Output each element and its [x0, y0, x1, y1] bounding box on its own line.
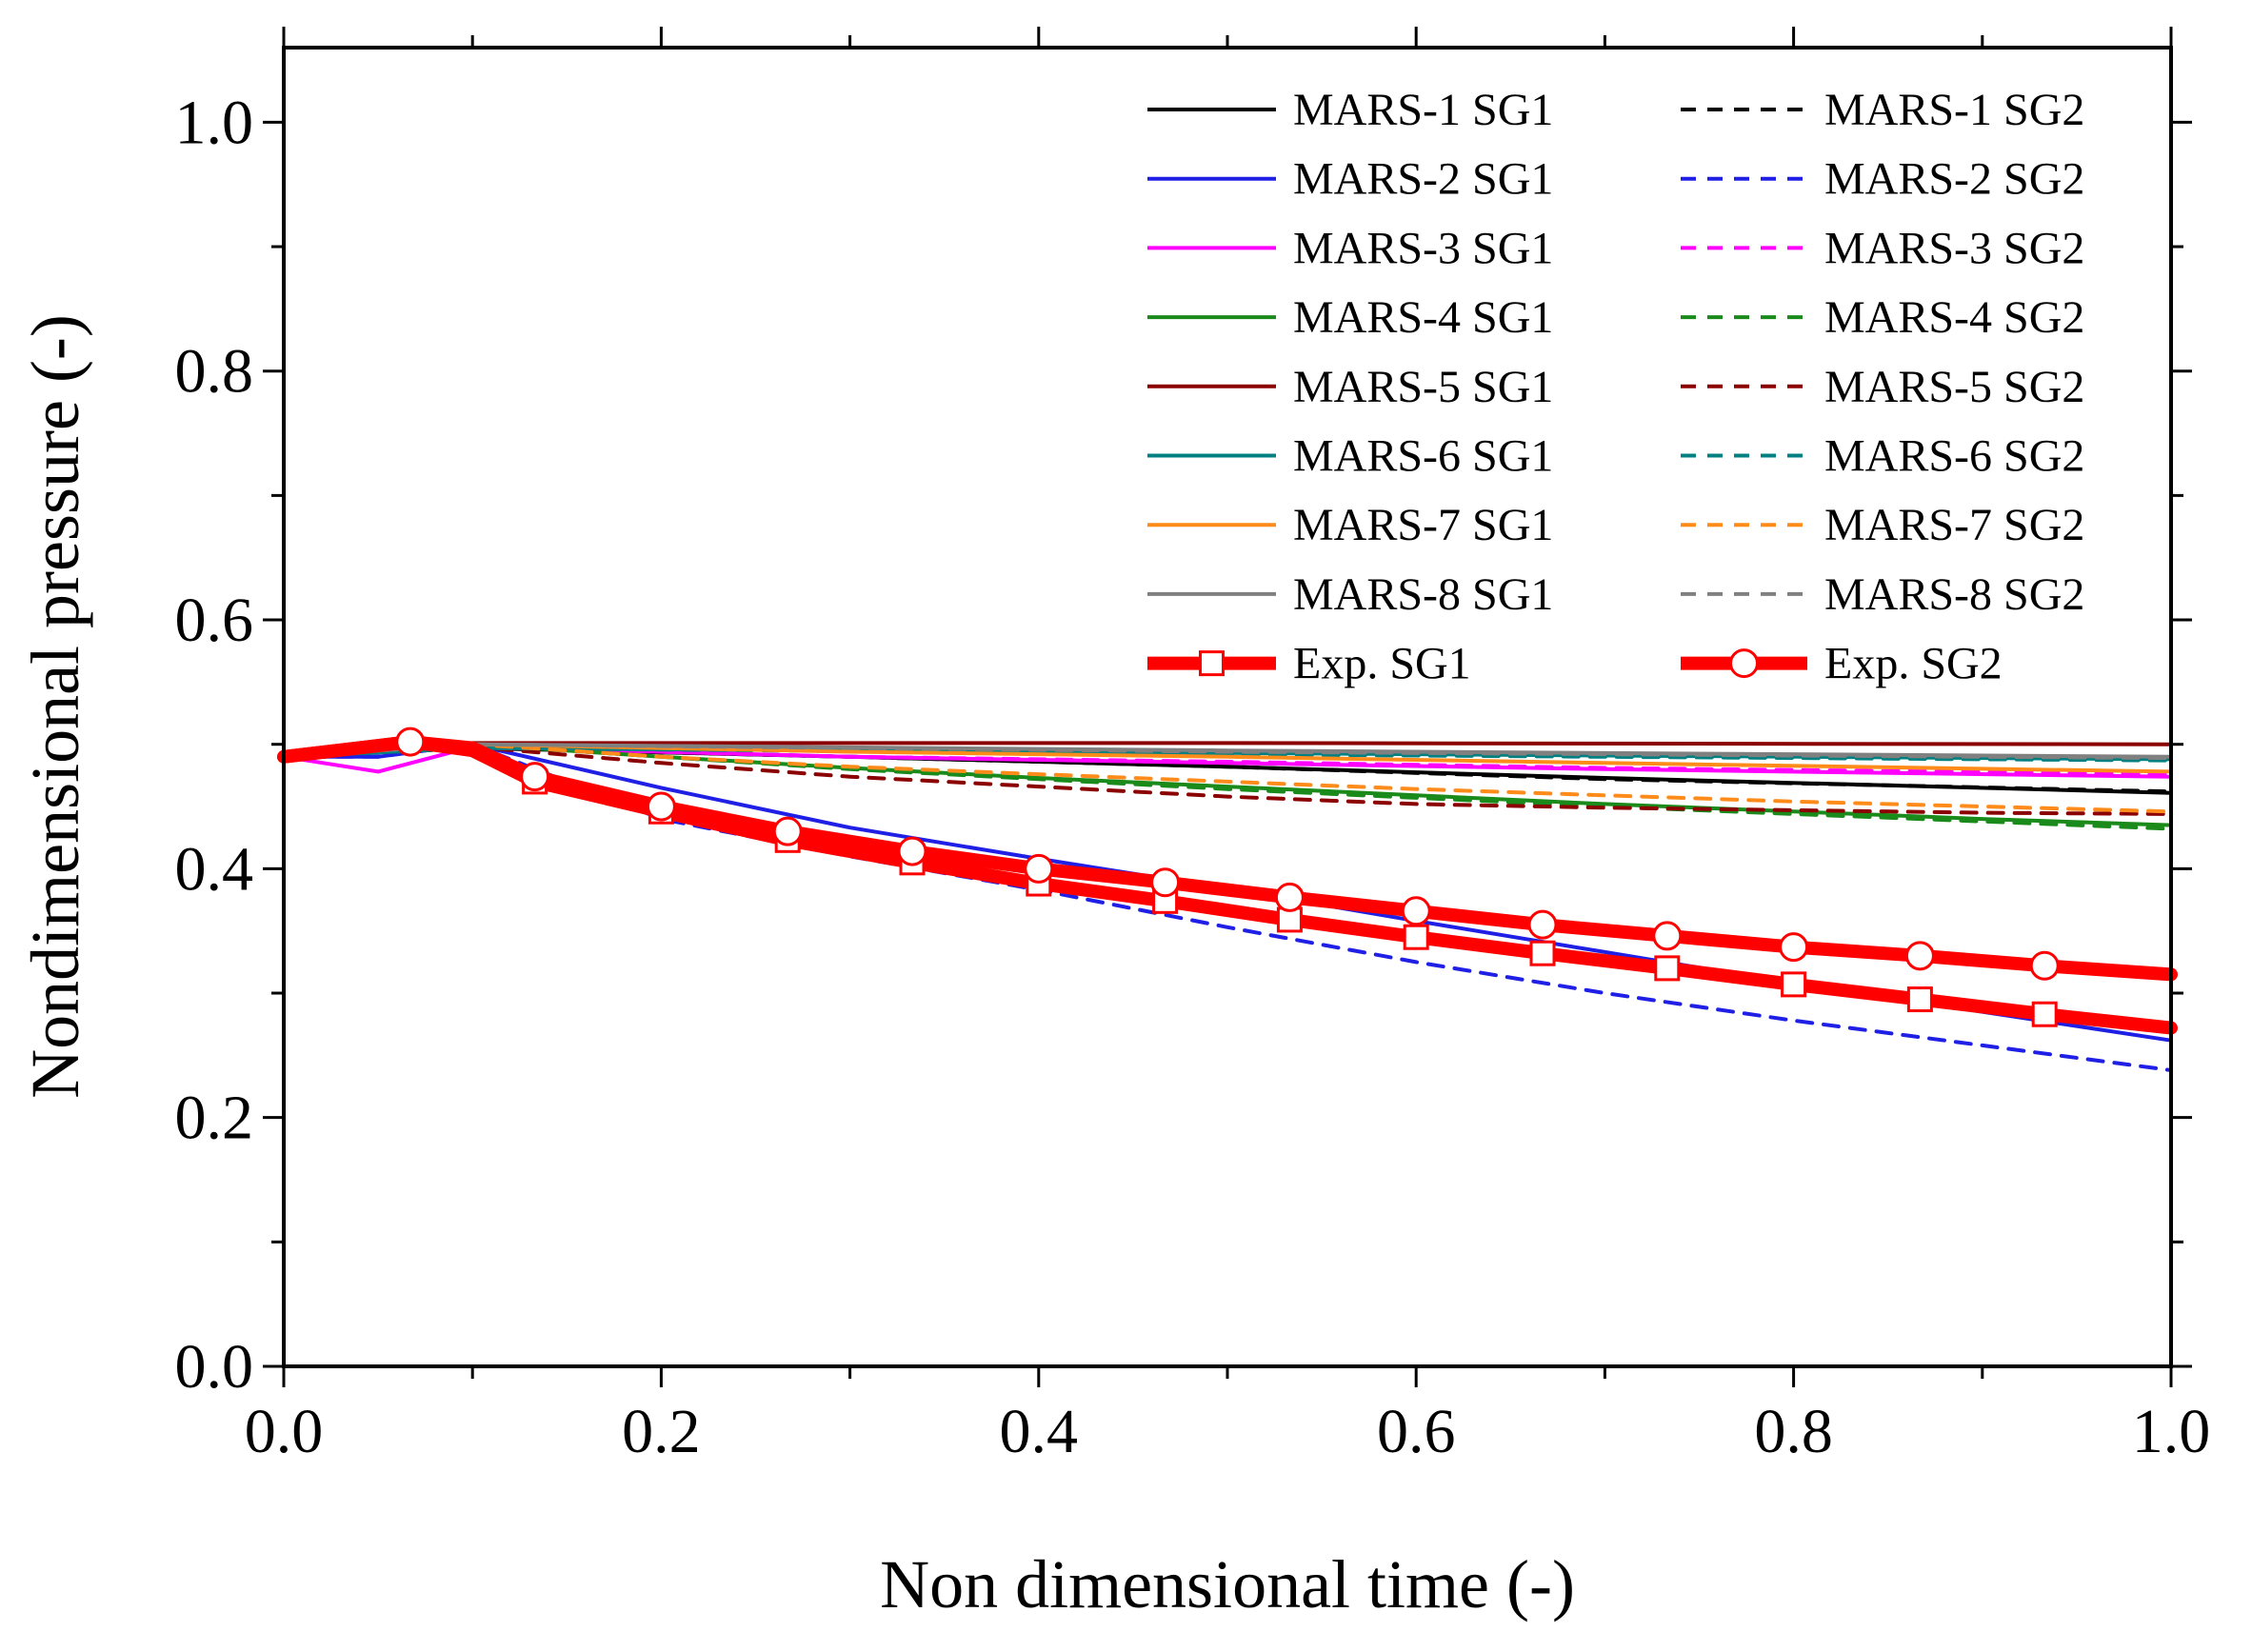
marker-exp-sg2 — [1401, 896, 1431, 926]
tick-labels: 0.0 0.2 0.4 0.6 0.8 1.0 0.0 0.2 0.4 0.6 0.8 1.0 — [175, 88, 2211, 1466]
legend-label-mars-4-sg1: MARS-4 SG1 — [1293, 292, 1553, 343]
legend-label-mars-8-sg1: MARS-8 SG1 — [1293, 569, 1553, 620]
marker-exp-sg2 — [520, 762, 550, 792]
marker-exp-sg1 — [1906, 986, 1933, 1013]
legend-label-mars-6-sg2: MARS-6 SG2 — [1824, 431, 2084, 482]
legend-marker-exp-sg2 — [1729, 648, 1759, 679]
marker-exp-sg2 — [646, 791, 676, 822]
y-tick-label: 0.6 — [175, 586, 254, 655]
legend-label-mars-2-sg1: MARS-2 SG1 — [1293, 154, 1553, 205]
y-tick-label: 0.2 — [175, 1084, 254, 1153]
y-tick-label: 0.0 — [175, 1332, 254, 1402]
series-line-mars-3-sg2 — [282, 745, 2173, 777]
legend-label-mars-4-sg2: MARS-4 SG2 — [1824, 292, 2084, 343]
marker-exp-sg2 — [1024, 853, 1054, 884]
plot-frame — [282, 46, 2173, 1368]
y-axis-title: Nondimensional pressure (-) — [17, 314, 93, 1099]
marker-exp-sg1 — [2031, 1001, 2058, 1027]
series-lines — [277, 735, 2178, 1072]
marker-exp-sg2 — [1904, 941, 1935, 971]
legend-label-mars-3-sg1: MARS-3 SG1 — [1293, 223, 1553, 273]
series-line-mars-7-sg2 — [282, 742, 2173, 814]
marker-exp-sg1 — [1529, 940, 1556, 966]
y-tick-label: 0.8 — [175, 337, 254, 407]
marker-exp-sg2 — [897, 836, 927, 866]
y-tick-label: 0.4 — [175, 834, 254, 904]
marker-exp-sg2 — [1527, 909, 1558, 940]
x-tick-label: 0.4 — [1000, 1397, 1079, 1466]
legend-label-exp-sg2: Exp. SG2 — [1824, 639, 2003, 689]
series-markers — [395, 726, 2060, 1027]
legend-label-mars-7-sg1: MARS-7 SG1 — [1293, 500, 1553, 550]
legend-label-mars-7-sg2: MARS-7 SG2 — [1824, 500, 2084, 550]
marker-exp-sg2 — [1274, 882, 1305, 912]
marker-exp-sg2 — [772, 816, 803, 846]
axes-ticks — [263, 27, 2192, 1387]
legend-label-mars-8-sg2: MARS-8 SG2 — [1824, 569, 2084, 620]
marker-exp-sg2 — [1150, 867, 1181, 898]
legend-label-mars-1-sg2: MARS-1 SG2 — [1824, 85, 2084, 135]
legend-label-mars-1-sg1: MARS-1 SG1 — [1293, 85, 1553, 135]
marker-exp-sg2 — [2029, 950, 2060, 981]
x-tick-label: 0.2 — [622, 1397, 701, 1466]
legend-label-mars-2-sg2: MARS-2 SG2 — [1824, 154, 2084, 205]
legend-label-mars-5-sg2: MARS-5 SG2 — [1824, 362, 2084, 412]
series-line-mars-5-sg2 — [282, 745, 2173, 816]
marker-exp-sg2 — [1652, 921, 1683, 951]
x-tick-label: 1.0 — [2132, 1397, 2211, 1466]
x-tick-label: 0.0 — [245, 1397, 324, 1466]
x-tick-label: 0.6 — [1377, 1397, 1456, 1466]
legend: MARS-1 SG1 MARS-2 SG1 MARS-3 SG1 MARS-4 SG1… — [1147, 85, 2084, 689]
y-tick-label: 1.0 — [175, 88, 254, 157]
legend-label-mars-3-sg2: MARS-3 SG2 — [1824, 223, 2084, 273]
marker-exp-sg1 — [1781, 971, 1807, 998]
x-axis-title: Non dimensional time (-) — [880, 1546, 1575, 1622]
x-tick-label: 0.8 — [1754, 1397, 1833, 1466]
legend-marker-exp-sg1 — [1199, 650, 1225, 677]
marker-exp-sg1 — [1403, 924, 1429, 950]
series-line-exp-sg2 — [277, 735, 2178, 982]
series-line-mars-4-sg2 — [282, 742, 2173, 831]
legend-label-mars-6-sg1: MARS-6 SG1 — [1293, 431, 1553, 482]
marker-exp-sg2 — [1779, 932, 1809, 963]
marker-exp-sg2 — [395, 726, 426, 757]
marker-exp-sg1 — [1654, 955, 1681, 982]
series-line-mars-4-sg1 — [282, 742, 2173, 827]
legend-label-mars-5-sg1: MARS-5 SG1 — [1293, 362, 1553, 412]
legend-label-exp-sg1: Exp. SG1 — [1293, 639, 1471, 689]
